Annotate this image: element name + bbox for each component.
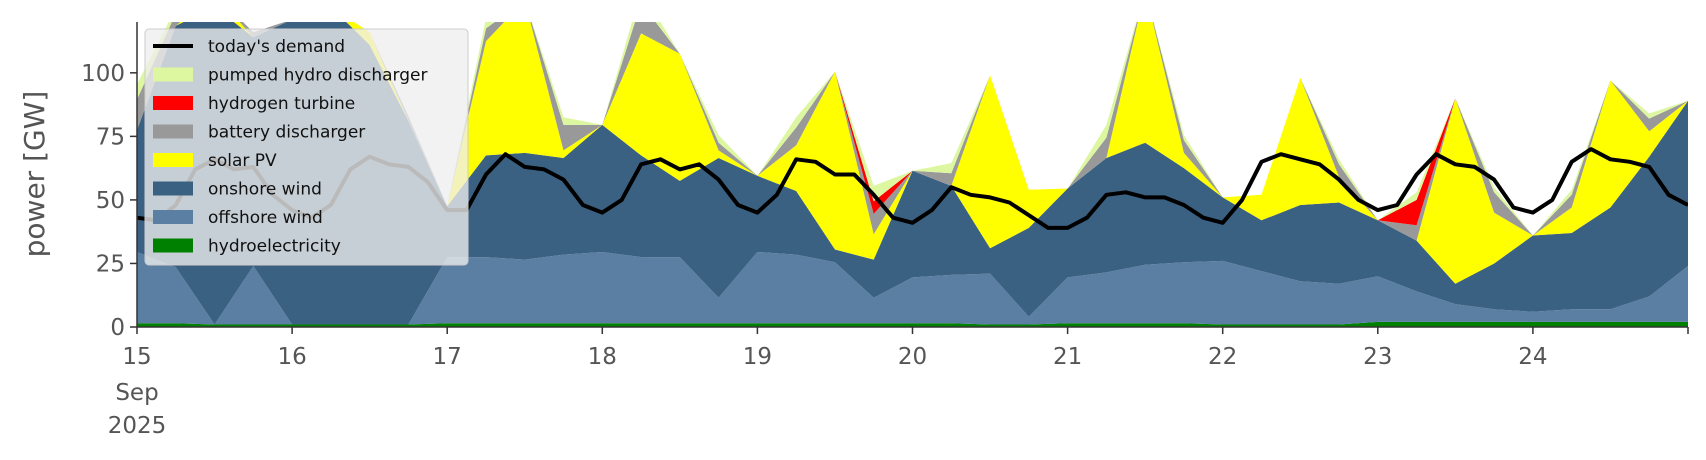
legend-label-pumped-hydro-discharger: pumped hydro discharger (208, 66, 427, 86)
legend-box (144, 28, 469, 266)
x-tick-label: 17 (433, 344, 462, 370)
legend-swatch-offshore-wind (153, 210, 193, 224)
y-tick-label: 100 (81, 61, 125, 87)
x-tick-label: 22 (1208, 344, 1237, 370)
legend-label-battery-discharger: battery discharger (208, 123, 365, 143)
area-offshore-wind (137, 252, 1688, 325)
legend-swatch-hydrogen-turbine (153, 96, 193, 110)
legend-label-offshore-wind: offshore wind (208, 208, 323, 228)
legend-swatch-pumped-hydro-discharger (153, 67, 193, 82)
x-tick-label: 20 (898, 344, 927, 370)
legend-label-solar-pv: solar PV (208, 151, 277, 171)
y-tick-label: 50 (96, 188, 125, 214)
area-solar-pv (137, 22, 1688, 284)
x-tick-label: 19 (743, 344, 772, 370)
x-tick-label: 24 (1518, 344, 1547, 370)
area-hydroelectricity (137, 321, 1688, 327)
legend-swatch-battery-discharger (153, 124, 193, 139)
x-sublabel: Sep (115, 380, 158, 406)
x-tick-label: 16 (277, 344, 306, 370)
x-tick-label: 15 (122, 344, 151, 370)
y-axis-label: power [GW] (18, 91, 51, 258)
legend-label-hydrogen-turbine: hydrogen turbine (208, 94, 355, 114)
x-sublabel: 2025 (108, 413, 167, 439)
x-tick-label: 21 (1053, 344, 1082, 370)
stacked-areas (137, 22, 1688, 327)
axes: 0 25 50 75 100 15 16 17 18 19 20 21 22 23 24 Sep 2025 (81, 22, 1689, 439)
y-tick-label: 75 (96, 124, 125, 150)
legend: today's demand pumped hydro discharger hyd… (144, 28, 469, 266)
legend-label-hydroelectricity: hydroelectricity (208, 237, 341, 257)
legend-swatch-onshore-wind (153, 181, 193, 196)
y-tick-label: 25 (96, 251, 125, 277)
area-onshore-wind (137, 22, 1688, 325)
x-tick-label: 23 (1363, 344, 1392, 370)
legend-label-onshore-wind: onshore wind (208, 180, 322, 200)
legend-swatch-solar-pv (153, 153, 193, 167)
legend-label-today-s-demand: today's demand (208, 37, 345, 57)
x-tick-label: 18 (588, 344, 617, 370)
y-tick-label: 0 (110, 315, 125, 341)
legend-swatch-hydroelectricity (153, 238, 193, 253)
